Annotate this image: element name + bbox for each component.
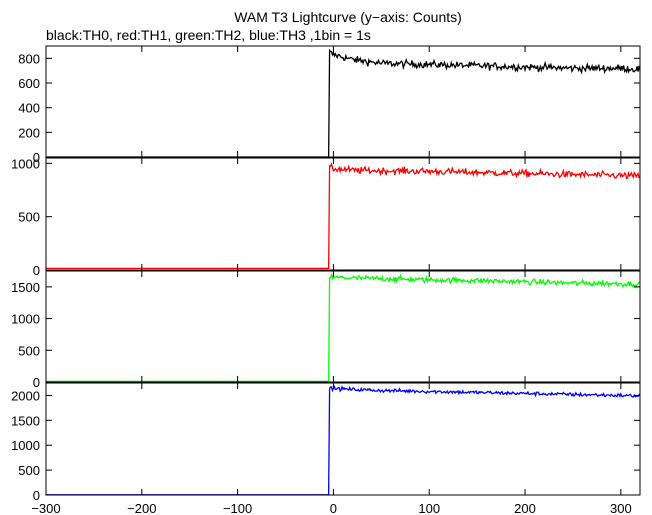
panels-group: 0200400600800050010000500100015000500100… [11, 45, 641, 515]
y-tick-label: 500 [18, 343, 40, 358]
x-tick-label: −200 [127, 501, 156, 515]
x-tick-label: 0 [330, 501, 337, 515]
chart-title: WAM T3 Lightcurve (y−axis: Counts) [234, 9, 462, 25]
y-tick-label: 1000 [11, 156, 40, 171]
panel-frame [45, 157, 641, 271]
panel-th0: 0 200 400 600 800 [18, 45, 641, 165]
series-line-th3 [46, 384, 641, 496]
x-tick-label: −300 [31, 501, 60, 515]
y-tick-label: 500 [18, 463, 40, 478]
panel-frame [45, 45, 641, 158]
y-tick-label: 2000 [11, 388, 40, 403]
y-tick-label: 0 [33, 375, 40, 390]
y-tick-label: 800 [18, 51, 40, 66]
panel-th2: 0 500 1000 1500 [11, 270, 641, 390]
panel-frame [45, 382, 641, 496]
panel-th3: 0 500 1000 1500 2000 [11, 382, 641, 503]
y-tick-label: 500 [18, 210, 40, 225]
x-tick-label: −100 [223, 501, 252, 515]
panel-th1: 0 500 1000 [11, 156, 641, 278]
y-tick-label: 1000 [11, 312, 40, 327]
y-tick-label: 1500 [11, 280, 40, 295]
series-line-th2 [46, 272, 641, 383]
y-tick-label: 600 [18, 76, 40, 91]
chart-subtitle: black:TH0, red:TH1, green:TH2, blue:TH3 … [46, 27, 371, 43]
series-line-th0 [46, 48, 641, 158]
y-tick-label: 1000 [11, 438, 40, 453]
y-tick-label: 0 [33, 263, 40, 278]
panel-frame [45, 270, 641, 383]
x-tick-label: 300 [610, 501, 632, 515]
series-line-th1 [46, 162, 641, 270]
x-tick-label: 100 [418, 501, 440, 515]
y-tick-label: 1500 [11, 413, 40, 428]
y-tick-label: 0 [33, 150, 40, 165]
x-tick-label: 200 [514, 501, 536, 515]
y-tick-label: 0 [33, 488, 40, 503]
y-tick-label: 200 [18, 125, 40, 140]
y-tick-label: 400 [18, 101, 40, 116]
